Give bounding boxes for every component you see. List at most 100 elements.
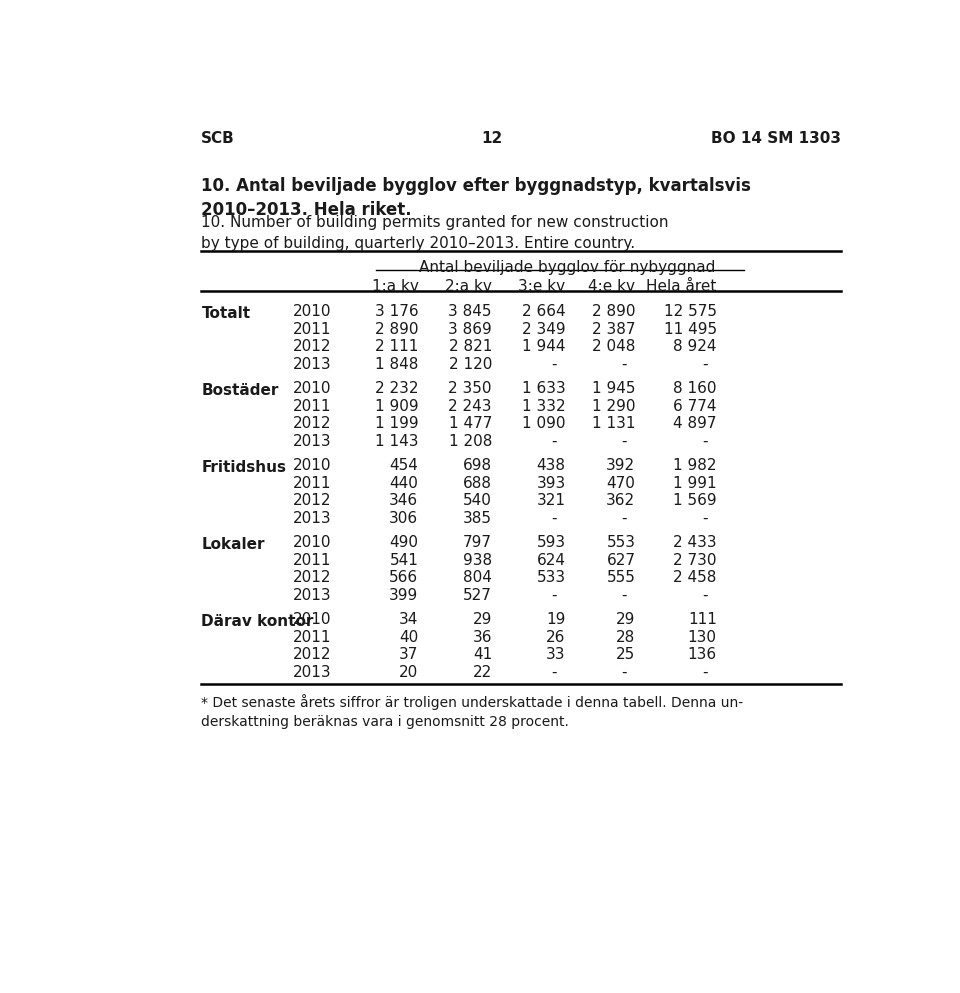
Text: 3 176: 3 176 (374, 304, 419, 319)
Text: 1 909: 1 909 (374, 398, 419, 414)
Text: -: - (703, 357, 708, 372)
Text: -: - (621, 665, 627, 680)
Text: 40: 40 (399, 630, 419, 644)
Text: 3 845: 3 845 (448, 304, 492, 319)
Text: 1 477: 1 477 (448, 416, 492, 431)
Text: 111: 111 (688, 612, 717, 627)
Text: 2012: 2012 (293, 570, 331, 586)
Text: -: - (551, 434, 557, 449)
Text: Fritidshus: Fritidshus (202, 461, 286, 476)
Text: 29: 29 (616, 612, 636, 627)
Text: 4:e kv: 4:e kv (588, 279, 636, 294)
Text: 440: 440 (390, 476, 419, 491)
Text: -: - (551, 588, 557, 603)
Text: Därav kontor: Därav kontor (202, 615, 314, 630)
Text: 2 433: 2 433 (673, 535, 717, 550)
Text: Antal beviljade bygglov för nybyggnad: Antal beviljade bygglov för nybyggnad (420, 260, 716, 275)
Text: 34: 34 (399, 612, 419, 627)
Text: 3 869: 3 869 (448, 322, 492, 337)
Text: -: - (703, 588, 708, 603)
Text: 346: 346 (389, 494, 419, 508)
Text: 36: 36 (472, 630, 492, 644)
Text: 25: 25 (616, 647, 636, 662)
Text: 2012: 2012 (293, 416, 331, 431)
Text: 438: 438 (537, 458, 565, 473)
Text: 3:e kv: 3:e kv (518, 279, 565, 294)
Text: 688: 688 (463, 476, 492, 491)
Text: 1 944: 1 944 (522, 340, 565, 355)
Text: BO 14 SM 1303: BO 14 SM 1303 (710, 131, 841, 146)
Text: 2011: 2011 (293, 398, 331, 414)
Text: 490: 490 (390, 535, 419, 550)
Text: Totalt: Totalt (202, 306, 251, 322)
Text: 1 848: 1 848 (375, 357, 419, 372)
Text: 2011: 2011 (293, 322, 331, 337)
Text: 41: 41 (472, 647, 492, 662)
Text: 29: 29 (472, 612, 492, 627)
Text: 533: 533 (537, 570, 565, 586)
Text: 1 131: 1 131 (592, 416, 636, 431)
Text: 321: 321 (537, 494, 565, 508)
Text: 2 350: 2 350 (448, 381, 492, 396)
Text: 1 633: 1 633 (522, 381, 565, 396)
Text: -: - (551, 511, 557, 526)
Text: 2010: 2010 (293, 535, 331, 550)
Text: 8 160: 8 160 (673, 381, 717, 396)
Text: 566: 566 (389, 570, 419, 586)
Text: -: - (551, 357, 557, 372)
Text: 1 290: 1 290 (592, 398, 636, 414)
Text: 527: 527 (463, 588, 492, 603)
Text: -: - (621, 511, 627, 526)
Text: 392: 392 (607, 458, 636, 473)
Text: Lokaler: Lokaler (202, 537, 265, 552)
Text: 454: 454 (390, 458, 419, 473)
Text: 2:a kv: 2:a kv (445, 279, 492, 294)
Text: Bostäder: Bostäder (202, 383, 278, 398)
Text: 1 332: 1 332 (522, 398, 565, 414)
Text: 22: 22 (472, 665, 492, 680)
Text: 2 243: 2 243 (448, 398, 492, 414)
Text: 624: 624 (537, 553, 565, 568)
Text: 1 199: 1 199 (374, 416, 419, 431)
Text: 20: 20 (399, 665, 419, 680)
Text: 306: 306 (389, 511, 419, 526)
Text: 1 945: 1 945 (592, 381, 636, 396)
Text: 804: 804 (463, 570, 492, 586)
Text: 10. Antal beviljade bygglov efter byggnadstyp, kvartalsvis
2010–2013. Hela riket: 10. Antal beviljade bygglov efter byggna… (202, 177, 752, 219)
Text: 1 982: 1 982 (673, 458, 717, 473)
Text: 2 111: 2 111 (375, 340, 419, 355)
Text: 555: 555 (607, 570, 636, 586)
Text: 2011: 2011 (293, 476, 331, 491)
Text: 12 575: 12 575 (663, 304, 717, 319)
Text: -: - (621, 357, 627, 372)
Text: 2013: 2013 (293, 588, 331, 603)
Text: 6 774: 6 774 (673, 398, 717, 414)
Text: 2011: 2011 (293, 553, 331, 568)
Text: 2010: 2010 (293, 381, 331, 396)
Text: * Det senaste årets siffror är troligen underskattade i denna tabell. Denna un-
: * Det senaste årets siffror är troligen … (202, 693, 743, 729)
Text: 399: 399 (389, 588, 419, 603)
Text: 2 349: 2 349 (522, 322, 565, 337)
Text: 1 569: 1 569 (673, 494, 717, 508)
Text: 540: 540 (463, 494, 492, 508)
Text: 33: 33 (546, 647, 565, 662)
Text: 12: 12 (481, 131, 503, 146)
Text: 2013: 2013 (293, 665, 331, 680)
Text: 130: 130 (687, 630, 717, 644)
Text: 553: 553 (607, 535, 636, 550)
Text: 2 120: 2 120 (448, 357, 492, 372)
Text: 1 208: 1 208 (448, 434, 492, 449)
Text: 1 991: 1 991 (673, 476, 717, 491)
Text: 11 495: 11 495 (663, 322, 717, 337)
Text: 2013: 2013 (293, 434, 331, 449)
Text: 2 387: 2 387 (592, 322, 636, 337)
Text: 1 143: 1 143 (374, 434, 419, 449)
Text: 797: 797 (463, 535, 492, 550)
Text: 19: 19 (546, 612, 565, 627)
Text: 10. Number of building permits granted for new construction
by type of building,: 10. Number of building permits granted f… (202, 215, 669, 251)
Text: 2 821: 2 821 (448, 340, 492, 355)
Text: 4 897: 4 897 (673, 416, 717, 431)
Text: 698: 698 (463, 458, 492, 473)
Text: 28: 28 (616, 630, 636, 644)
Text: 627: 627 (607, 553, 636, 568)
